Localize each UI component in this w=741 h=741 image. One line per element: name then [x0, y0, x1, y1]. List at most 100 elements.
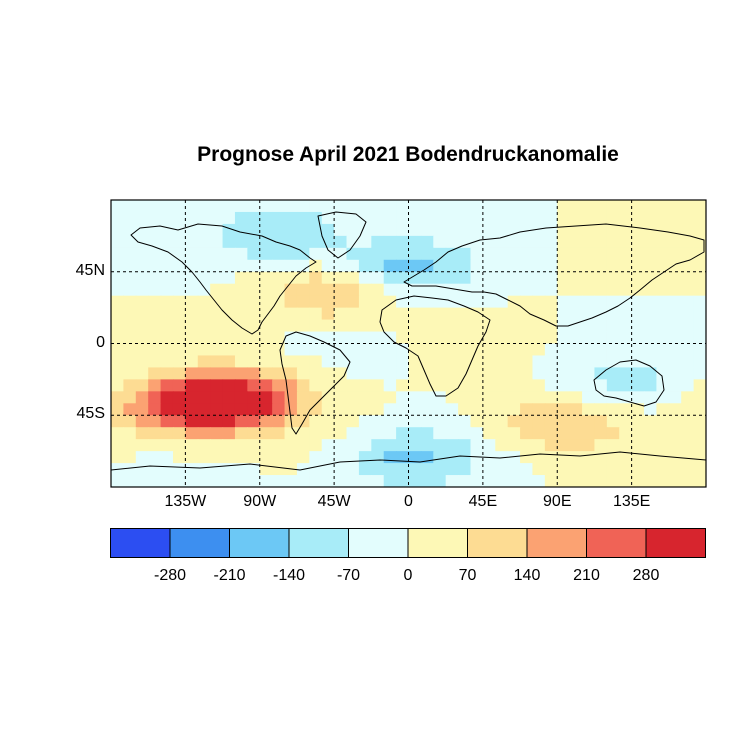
field-cell	[148, 379, 162, 392]
field-cell	[656, 427, 670, 440]
field-cell	[210, 463, 224, 476]
field-cell	[495, 367, 509, 380]
field-cell	[644, 415, 658, 428]
field-cell	[433, 247, 447, 261]
field-cell	[148, 283, 162, 297]
field-cell	[569, 475, 583, 487]
field-cell	[259, 355, 273, 369]
field-cell	[582, 247, 596, 261]
field-cell	[210, 391, 224, 404]
field-cell	[272, 211, 286, 225]
field-cell	[272, 439, 286, 452]
field-cell	[272, 319, 286, 333]
field-cell	[532, 451, 546, 464]
field-cell	[358, 283, 372, 297]
field-cell	[111, 331, 124, 345]
field-cell	[420, 403, 434, 416]
field-cell	[172, 367, 186, 380]
field-cell	[111, 200, 124, 213]
field-cell	[148, 235, 162, 249]
field-cell	[606, 427, 620, 440]
field-cell	[470, 415, 484, 428]
field-cell	[619, 391, 633, 404]
latitude-tick-label: 45N	[75, 261, 105, 279]
field-cell	[259, 391, 273, 404]
field-cell	[123, 427, 137, 440]
field-cell	[606, 463, 620, 476]
field-cell	[396, 223, 410, 237]
field-cell	[123, 247, 137, 261]
field-cell	[557, 379, 571, 392]
field-cell	[111, 271, 124, 285]
field-cell	[594, 247, 608, 261]
field-cell	[544, 475, 558, 487]
field-cell	[482, 403, 496, 416]
field-cell	[185, 427, 199, 440]
field-cell	[470, 367, 484, 380]
field-cell	[111, 343, 124, 357]
field-cell	[234, 367, 248, 380]
field-cell	[482, 427, 496, 440]
field-cell	[631, 391, 645, 404]
field-cell	[135, 259, 149, 273]
field-cell	[445, 211, 459, 225]
field-cell	[234, 211, 248, 225]
field-cell	[247, 463, 261, 476]
field-cell	[321, 319, 335, 333]
field-cell	[582, 295, 596, 309]
field-cell	[321, 367, 335, 380]
field-cell	[284, 271, 298, 285]
field-cell	[644, 247, 658, 261]
field-cell	[470, 403, 484, 416]
field-cell	[383, 295, 397, 309]
field-cell	[420, 283, 434, 297]
field-cell	[358, 367, 372, 380]
field-cell	[396, 319, 410, 333]
field-cell	[433, 475, 447, 487]
field-cell	[148, 200, 162, 213]
field-cell	[408, 367, 422, 380]
field-cell	[433, 307, 447, 321]
field-cell	[123, 223, 137, 237]
field-cell	[247, 403, 261, 416]
field-cell	[123, 451, 137, 464]
field-cell	[458, 391, 472, 404]
field-cell	[210, 355, 224, 369]
field-cell	[433, 331, 447, 345]
field-cell	[148, 247, 162, 261]
field-cell	[495, 415, 509, 428]
field-cell	[234, 223, 248, 237]
field-cell	[135, 439, 149, 452]
field-cell	[321, 439, 335, 452]
field-cell	[631, 223, 645, 237]
field-cell	[619, 415, 633, 428]
field-cell	[631, 235, 645, 249]
field-cell	[123, 463, 137, 476]
field-cell	[569, 355, 583, 369]
field-cell	[234, 463, 248, 476]
field-cell	[272, 427, 286, 440]
field-cell	[495, 271, 509, 285]
field-cell	[210, 331, 224, 345]
field-cell	[172, 331, 186, 345]
field-cell	[296, 271, 310, 285]
field-cell	[520, 307, 534, 321]
field-cell	[358, 463, 372, 476]
field-cell	[631, 367, 645, 380]
field-cell	[334, 379, 348, 392]
field-cell	[408, 379, 422, 392]
colorbar-tick-label: 280	[633, 567, 660, 584]
field-cell	[594, 403, 608, 416]
field-cell	[371, 271, 385, 285]
field-cell	[544, 200, 558, 213]
field-cell	[148, 451, 162, 464]
field-cell	[458, 379, 472, 392]
field-cell	[284, 259, 298, 273]
field-cell	[606, 403, 620, 416]
field-cell	[420, 223, 434, 237]
field-cell	[668, 463, 682, 476]
field-cell	[482, 415, 496, 428]
field-cell	[346, 259, 360, 273]
field-cell	[656, 223, 670, 237]
field-cell	[185, 403, 199, 416]
